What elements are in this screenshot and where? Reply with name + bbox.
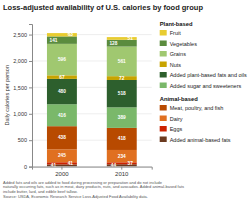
tick-label: 500 [18,137,27,143]
legend-item: Vegetables [160,41,197,47]
legend-swatch [160,83,167,89]
legend-group-header: Plant-based [160,21,193,27]
legend-item: Dairy [160,116,183,122]
legend-swatch [160,126,167,132]
bar-segment [107,128,137,150]
x-axis: 2000 2010 [33,167,153,177]
y-tick: 1,500 [13,85,32,91]
tick-mark [29,114,32,115]
legend-swatch [160,116,167,122]
legend-swatch [160,62,167,68]
legend-swatch [160,105,167,111]
note: Added fats and oils are added to food du… [3,180,184,199]
data-label: 596 [58,57,66,62]
legend-item: Grains [160,51,186,57]
bar-segment [47,126,77,149]
data-label: 72 [119,76,125,81]
chart: Loss-adjusted availability of U.S. calor… [0,0,250,200]
tick-mark [121,167,122,170]
legend-item: Eggs [160,126,183,132]
legend-label: Eggs [170,126,183,132]
data-labels: 4141245438416480675961416344372344183895… [50,32,134,168]
data-label: 63 [68,32,74,37]
bar-segment [47,33,77,36]
y-tick: 1,000 [13,111,32,117]
legend-label: Dairy [170,116,183,122]
data-label: 418 [118,136,126,141]
data-label: 389 [118,115,126,120]
title: Loss-adjusted availability of U.S. calor… [3,3,203,12]
tick-mark [29,87,32,88]
bar-segment [47,75,77,79]
legend-label: Grains [170,51,186,57]
grid [32,35,152,167]
y-axis: 0 500 1,000 1,500 2,000 2,500 [13,25,32,170]
legend-label: Vegetables [170,41,197,47]
legend-swatch [160,72,167,78]
legend-label: Added animal-based fats [170,137,231,143]
tick-mark [29,61,32,62]
x-tick: 2000 [55,167,69,177]
y-tick: 2,500 [13,32,32,38]
legend-item: Fruit [160,30,181,36]
legend-label: Meat, poultry, and fish [170,105,224,111]
tick-label: 2010 [115,171,129,177]
legend-swatch [160,41,167,47]
legend-item: Added plant-based fats and oils [160,72,247,78]
tick-label: 2,500 [13,32,27,38]
y-tick: 500 [18,137,32,143]
bar-segment [47,36,77,43]
data-label: 518 [118,91,126,96]
data-label: 480 [58,89,66,94]
tick-mark [61,167,62,170]
legend-item: Added sugar and sweeteners [160,83,242,89]
data-label: 245 [58,153,66,158]
bar-segment [47,104,77,126]
legend-swatch [160,137,167,143]
tick-mark [29,35,32,36]
legend-item: Meat, poultry, and fish [160,105,224,111]
data-label: 438 [58,135,66,140]
bar-segment [107,47,137,77]
bar-segment [107,80,137,107]
data-label: 41 [68,161,74,166]
legend-label: Fruit [170,30,181,36]
legend-group-header: Animal-based [160,96,198,102]
tick-mark [29,167,32,168]
bar-segment [107,76,137,80]
tick-label: 1,000 [13,111,27,117]
bar-segment [107,107,137,128]
data-label: 67 [59,75,65,80]
tick-label: 2,000 [13,58,27,64]
legend-swatch [160,51,167,57]
tick-label: 2000 [55,171,69,177]
tick-label: 0 [24,164,27,170]
y-axis-label: Daily calories per person [4,65,10,126]
tick-label: 1,500 [13,85,27,91]
legend-item: Added animal-based fats [160,137,231,143]
bar-segment [47,44,77,75]
bars [47,33,137,167]
tick-mark [29,140,32,141]
legend-label: Added sugar and sweeteners [170,83,242,89]
legend-label: Added plant-based fats and oils [170,72,247,78]
y-tick: 0 [24,164,32,170]
legend-item: Nuts [160,62,182,68]
data-label: 37 [127,161,133,166]
data-label: 234 [118,154,126,159]
data-label: 51 [127,36,133,41]
data-label: 561 [118,59,126,64]
legend: Plant-based Fruit Vegetables Grains Nuts Adde… [160,21,247,143]
y-tick: 2,000 [13,58,32,64]
legend-swatch [160,30,167,36]
axis-line [29,25,33,168]
legend-label: Nuts [170,62,182,68]
data-label: 416 [58,113,66,118]
data-label: 128 [109,41,117,46]
axis-line [33,167,153,170]
bar-segment [47,79,77,104]
x-tick: 2010 [115,167,129,177]
data-label: 141 [50,38,58,43]
